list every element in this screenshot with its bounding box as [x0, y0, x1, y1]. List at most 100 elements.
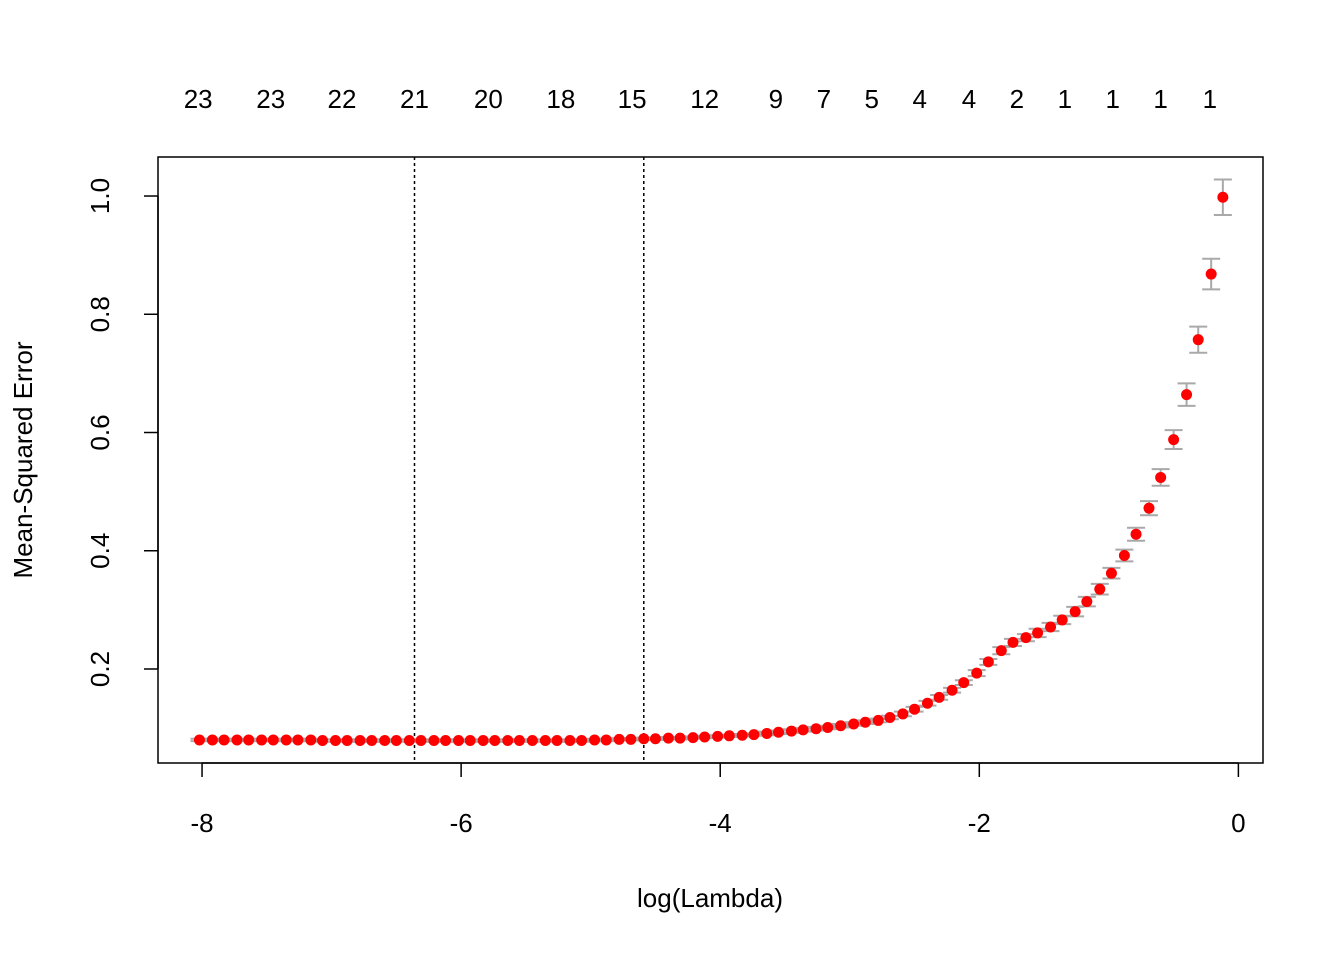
mse-point — [551, 735, 563, 747]
mse-point — [477, 735, 489, 747]
top-tick-label: 21 — [400, 84, 429, 114]
mse-point — [1143, 502, 1155, 514]
y-tick-label: 1.0 — [85, 178, 115, 214]
mse-point — [1192, 334, 1204, 346]
top-tick-label: 1 — [1058, 84, 1072, 114]
mse-point — [329, 735, 341, 747]
mse-point — [453, 735, 465, 747]
mse-point — [723, 730, 735, 742]
top-tick-label: 5 — [865, 84, 879, 114]
mse-point — [305, 734, 317, 746]
mse-point — [687, 732, 699, 744]
top-tick-label: 2 — [1010, 84, 1024, 114]
x-tick-label: 0 — [1231, 808, 1245, 838]
mse-point — [1217, 191, 1229, 203]
mse-point — [231, 734, 243, 746]
top-tick-label: 1 — [1153, 84, 1167, 114]
mse-point — [354, 735, 366, 747]
mse-point — [1045, 621, 1057, 633]
mse-point — [1056, 614, 1068, 626]
mse-point — [848, 718, 860, 730]
mse-point — [390, 735, 402, 747]
y-tick-label: 0.6 — [85, 414, 115, 450]
mse-point — [280, 734, 292, 746]
mse-point — [218, 734, 230, 746]
mse-point — [341, 735, 353, 747]
top-tick-label: 22 — [327, 84, 356, 114]
x-tick-label: -6 — [450, 808, 473, 838]
mse-point — [773, 726, 785, 738]
mse-point — [589, 734, 601, 746]
top-tick-label: 23 — [184, 84, 213, 114]
mse-point — [748, 729, 760, 741]
mse-point — [317, 735, 329, 747]
top-tick-label: 23 — [256, 84, 285, 114]
top-tick-label: 15 — [618, 84, 647, 114]
mse-point — [872, 714, 884, 726]
mse-point — [625, 733, 637, 745]
mse-point — [403, 735, 415, 747]
mse-point — [415, 735, 427, 747]
top-tick-label: 4 — [912, 84, 926, 114]
top-tick-label: 1 — [1203, 84, 1217, 114]
mse-point — [958, 677, 970, 689]
mse-point — [489, 735, 501, 747]
mse-point — [699, 731, 711, 743]
mse-point — [513, 735, 525, 747]
top-tick-label: 12 — [690, 84, 719, 114]
mse-point — [1007, 636, 1019, 648]
top-tick-label: 20 — [474, 84, 503, 114]
top-tick-label: 18 — [546, 84, 575, 114]
mse-point — [243, 734, 255, 746]
mse-point — [1032, 627, 1044, 639]
mse-point — [206, 734, 218, 746]
mse-point — [897, 708, 909, 720]
top-tick-label: 1 — [1105, 84, 1119, 114]
mse-point — [1105, 567, 1117, 579]
mse-point — [909, 703, 921, 715]
mse-point — [440, 735, 452, 747]
mse-point — [835, 720, 847, 732]
mse-point — [638, 733, 650, 745]
mse-point — [995, 645, 1007, 657]
top-tick-label: 9 — [769, 84, 783, 114]
y-tick-label: 0.2 — [85, 651, 115, 687]
mse-point — [982, 656, 994, 668]
top-tick-label: 7 — [817, 84, 831, 114]
mse-point — [785, 725, 797, 737]
mse-point — [267, 734, 279, 746]
y-tick-label: 0.8 — [85, 296, 115, 332]
x-axis-label: log(Lambda) — [637, 883, 783, 913]
mse-point — [502, 735, 514, 747]
mse-point — [810, 723, 822, 735]
mse-point — [564, 735, 576, 747]
mse-point — [662, 732, 674, 744]
mse-point — [736, 729, 748, 741]
mse-point — [971, 667, 983, 679]
mse-point — [1069, 606, 1081, 618]
x-tick-label: -4 — [709, 808, 732, 838]
mse-point — [933, 691, 945, 703]
mse-point — [1181, 389, 1193, 401]
mse-point — [1168, 434, 1180, 446]
mse-point — [1081, 596, 1093, 608]
mse-point — [526, 735, 538, 747]
mse-point — [649, 733, 661, 745]
mse-point — [193, 734, 205, 746]
y-tick-label: 0.4 — [85, 533, 115, 569]
mse-point — [1094, 583, 1106, 595]
mse-point — [859, 716, 871, 728]
plot-box — [157, 156, 1264, 764]
mse-point — [1020, 632, 1032, 644]
mse-point — [1155, 471, 1167, 483]
mse-point — [292, 734, 304, 746]
x-tick-label: -2 — [968, 808, 991, 838]
mse-point — [576, 735, 588, 747]
mse-point — [797, 724, 809, 736]
mse-point — [428, 735, 440, 747]
mse-point — [712, 730, 724, 742]
mse-point — [464, 735, 476, 747]
x-tick-label: -8 — [190, 808, 213, 838]
